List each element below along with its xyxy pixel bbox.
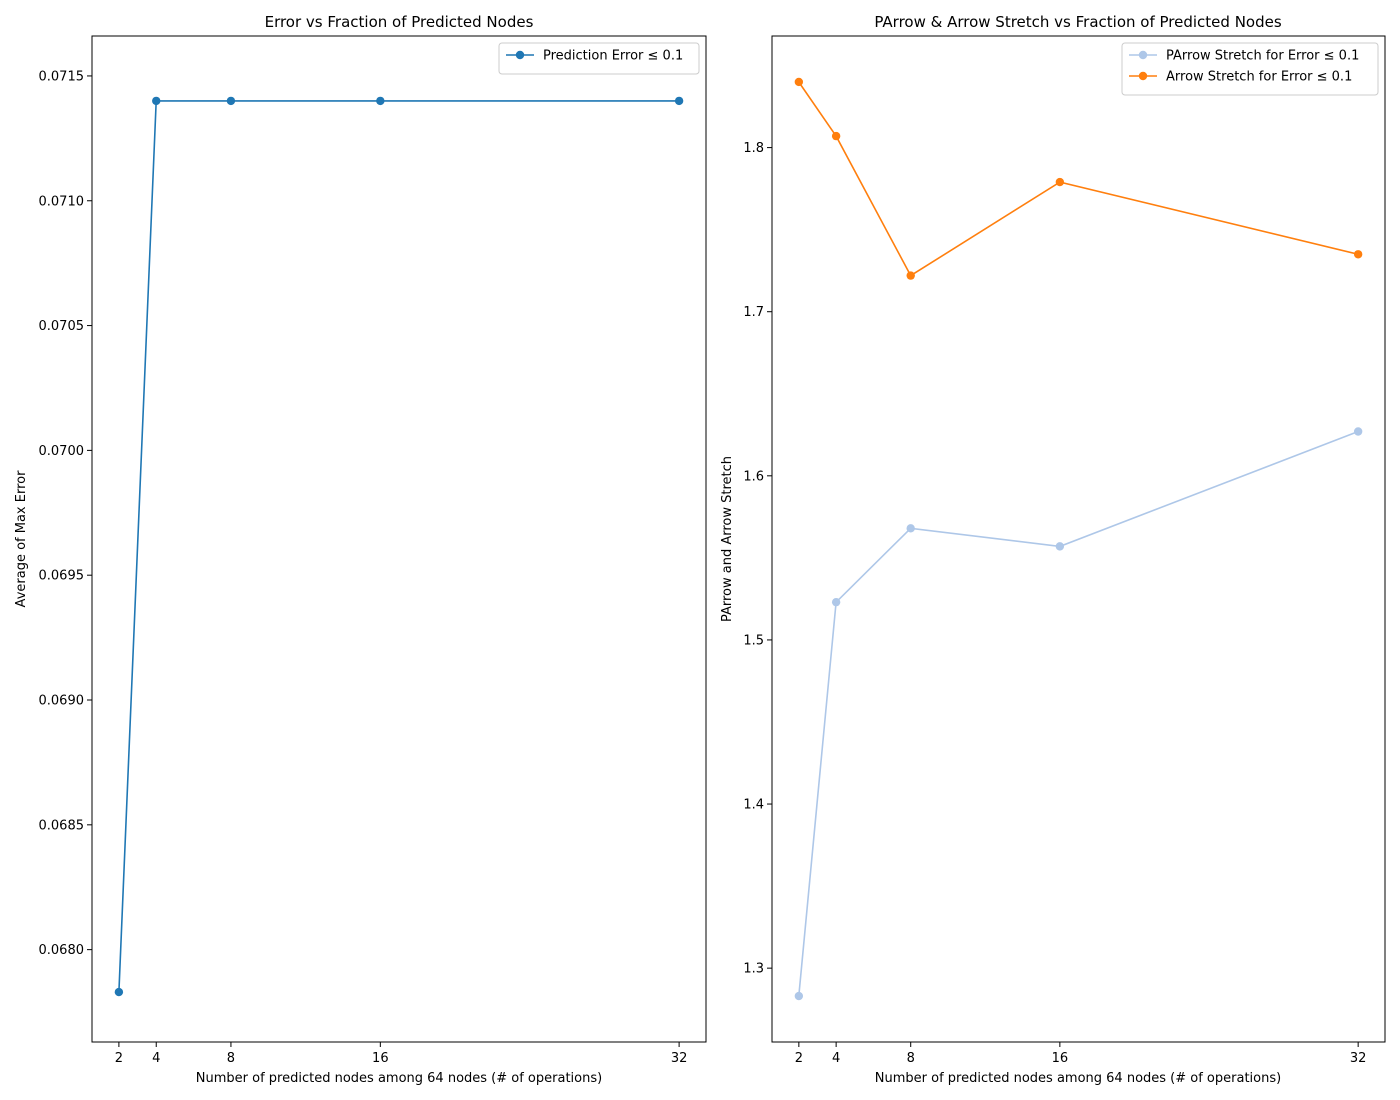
y-tick-label: 1.4 xyxy=(743,798,764,813)
y-ticks: 0.0680 0.0685 0.0690 0.0695 0.0700 0.0705 0.07… xyxy=(39,69,92,958)
legend-marker xyxy=(1138,71,1148,81)
y-tick-label: 0.0695 xyxy=(39,569,85,584)
x-tick-label: 16 xyxy=(1052,1051,1069,1066)
legend: PArrow Stretch for Error ≤ 0.1 Arrow Stre… xyxy=(1121,42,1379,96)
y-ticks: 1.3 1.4 1.5 1.6 1.7 1.8 xyxy=(743,141,772,977)
data-point xyxy=(114,987,124,997)
x-tick-label: 8 xyxy=(907,1051,915,1066)
legend: Prediction Error ≤ 0.1 xyxy=(498,42,700,75)
plot-frame xyxy=(771,35,1386,1043)
y-axis-label: PArrow and Arrow Stretch xyxy=(720,456,735,622)
y-tick-label: 0.0690 xyxy=(39,694,85,709)
y-tick-label: 0.0685 xyxy=(39,818,85,833)
legend-label: PArrow Stretch for Error ≤ 0.1 xyxy=(1166,49,1359,64)
series-line xyxy=(118,100,680,993)
data-point xyxy=(674,96,684,106)
series-lines xyxy=(114,96,684,997)
x-tick-label: 32 xyxy=(1350,1051,1367,1066)
x-tick-label: 32 xyxy=(671,1051,688,1066)
x-tick-label: 2 xyxy=(115,1051,123,1066)
legend-marker xyxy=(1138,50,1148,60)
data-point xyxy=(1353,250,1363,259)
data-point xyxy=(226,96,236,106)
y-tick-label: 1.3 xyxy=(743,962,764,977)
y-tick-label: 1.6 xyxy=(743,469,764,484)
legend-box xyxy=(498,42,700,75)
y-tick-label: 0.0710 xyxy=(39,194,85,209)
chart-title: PArrow & Arrow Stretch vs Fraction of Pr… xyxy=(874,13,1282,31)
legend-marker xyxy=(515,50,525,60)
data-point xyxy=(831,597,841,607)
plot-frame xyxy=(91,35,707,1043)
data-point xyxy=(376,96,385,106)
data-point xyxy=(906,271,915,280)
data-point xyxy=(794,77,804,87)
data-point xyxy=(1353,427,1363,436)
y-tick-label: 1.7 xyxy=(743,305,764,320)
y-tick-label: 0.0700 xyxy=(39,444,85,459)
series-lines xyxy=(794,77,1363,1001)
data-point xyxy=(831,131,841,141)
y-tick-label: 1.8 xyxy=(743,141,764,156)
legend-label: Prediction Error ≤ 0.1 xyxy=(543,49,683,64)
x-tick-label: 4 xyxy=(832,1051,840,1066)
y-tick-label: 0.0680 xyxy=(39,943,85,958)
x-axis-label: Number of predicted nodes among 64 nodes… xyxy=(875,1071,1281,1086)
y-tick-label: 0.0715 xyxy=(39,69,85,84)
y-axis-label: Average of Max Error xyxy=(14,470,29,608)
series-line xyxy=(798,430,1359,997)
data-point xyxy=(1055,542,1065,551)
x-tick-label: 4 xyxy=(152,1051,160,1066)
legend-label: Arrow Stretch for Error ≤ 0.1 xyxy=(1166,70,1352,85)
x-ticks: 2 4 8 16 32 xyxy=(795,1042,1367,1066)
x-tick-label: 16 xyxy=(372,1051,389,1066)
data-point xyxy=(794,991,804,1001)
left-chart: Error vs Fraction of Predicted Nodes Num… xyxy=(14,13,707,1086)
data-point xyxy=(906,524,915,533)
data-point xyxy=(1055,177,1065,187)
x-ticks: 2 4 8 16 32 xyxy=(115,1042,688,1066)
chart-title: Error vs Fraction of Predicted Nodes xyxy=(265,13,534,31)
y-tick-label: 1.5 xyxy=(743,633,764,648)
right-chart: PArrow & Arrow Stretch vs Fraction of Pr… xyxy=(720,13,1386,1086)
x-tick-label: 2 xyxy=(795,1051,803,1066)
series-line xyxy=(798,81,1359,277)
x-axis-label: Number of predicted nodes among 64 nodes… xyxy=(196,1071,602,1086)
legend-box xyxy=(1121,42,1379,96)
y-tick-label: 0.0705 xyxy=(39,319,85,334)
x-tick-label: 8 xyxy=(227,1051,235,1066)
data-point xyxy=(152,96,161,106)
